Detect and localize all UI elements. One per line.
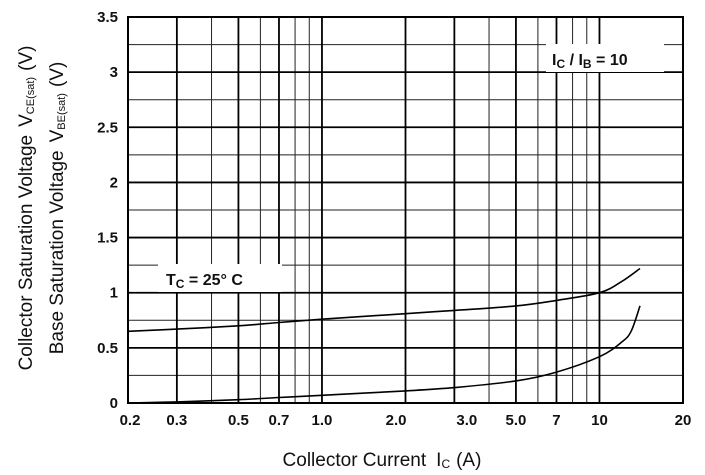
y-tick-label: 3.5: [97, 9, 118, 26]
x-tick-label: 1.0: [312, 412, 333, 429]
y-tick-labels: 0 0.5 1 1.5 2 2.5 3 3.5: [97, 9, 118, 412]
y-tick-label: 0.5: [97, 340, 118, 357]
x-tick-labels: 0.2 0.3 0.5 0.7 1.0 2.0 3.0 5.0 7 10 20: [120, 412, 692, 429]
x-tick-label: 2.0: [386, 412, 407, 429]
ratio-annotation-bg: [546, 44, 664, 72]
temp-annotation: TC = 25° C: [166, 272, 243, 291]
y-axis-title-collector: Collector Saturation VoltageVCE(sat)(V): [16, 46, 37, 371]
x-tick-label: 10: [591, 412, 608, 429]
temp-annotation-bg: [158, 264, 282, 292]
x-tick-label: 7: [552, 412, 560, 429]
x-axis-title: Collector Current IC (A): [283, 450, 482, 471]
series-layer: [127, 267, 641, 404]
plot-frame: [127, 16, 684, 404]
x-tick-label: 0.3: [166, 412, 187, 429]
x-tick-label: 5.0: [505, 412, 526, 429]
series-line-1: [127, 267, 641, 333]
series-line-2: [127, 305, 641, 404]
y-tick-label: 0: [110, 395, 118, 412]
y-tick-label: 1: [110, 285, 118, 302]
y-tick-label: 2.5: [97, 119, 118, 136]
x-tick-label: 0.5: [228, 412, 249, 429]
y-axis-title-base: Base Saturation VoltageVBE(sat)(V): [47, 62, 68, 355]
x-tick-label: 3.0: [456, 412, 477, 429]
y-tick-label: 3: [110, 64, 118, 81]
x-tick-label: 20: [675, 412, 692, 429]
x-tick-label: 0.7: [269, 412, 290, 429]
y-tick-label: 1.5: [97, 230, 118, 247]
ratio-annotation: IC / IB = 10: [552, 52, 628, 71]
y-tick-label: 2: [110, 174, 118, 191]
x-tick-label: 0.2: [120, 412, 141, 429]
